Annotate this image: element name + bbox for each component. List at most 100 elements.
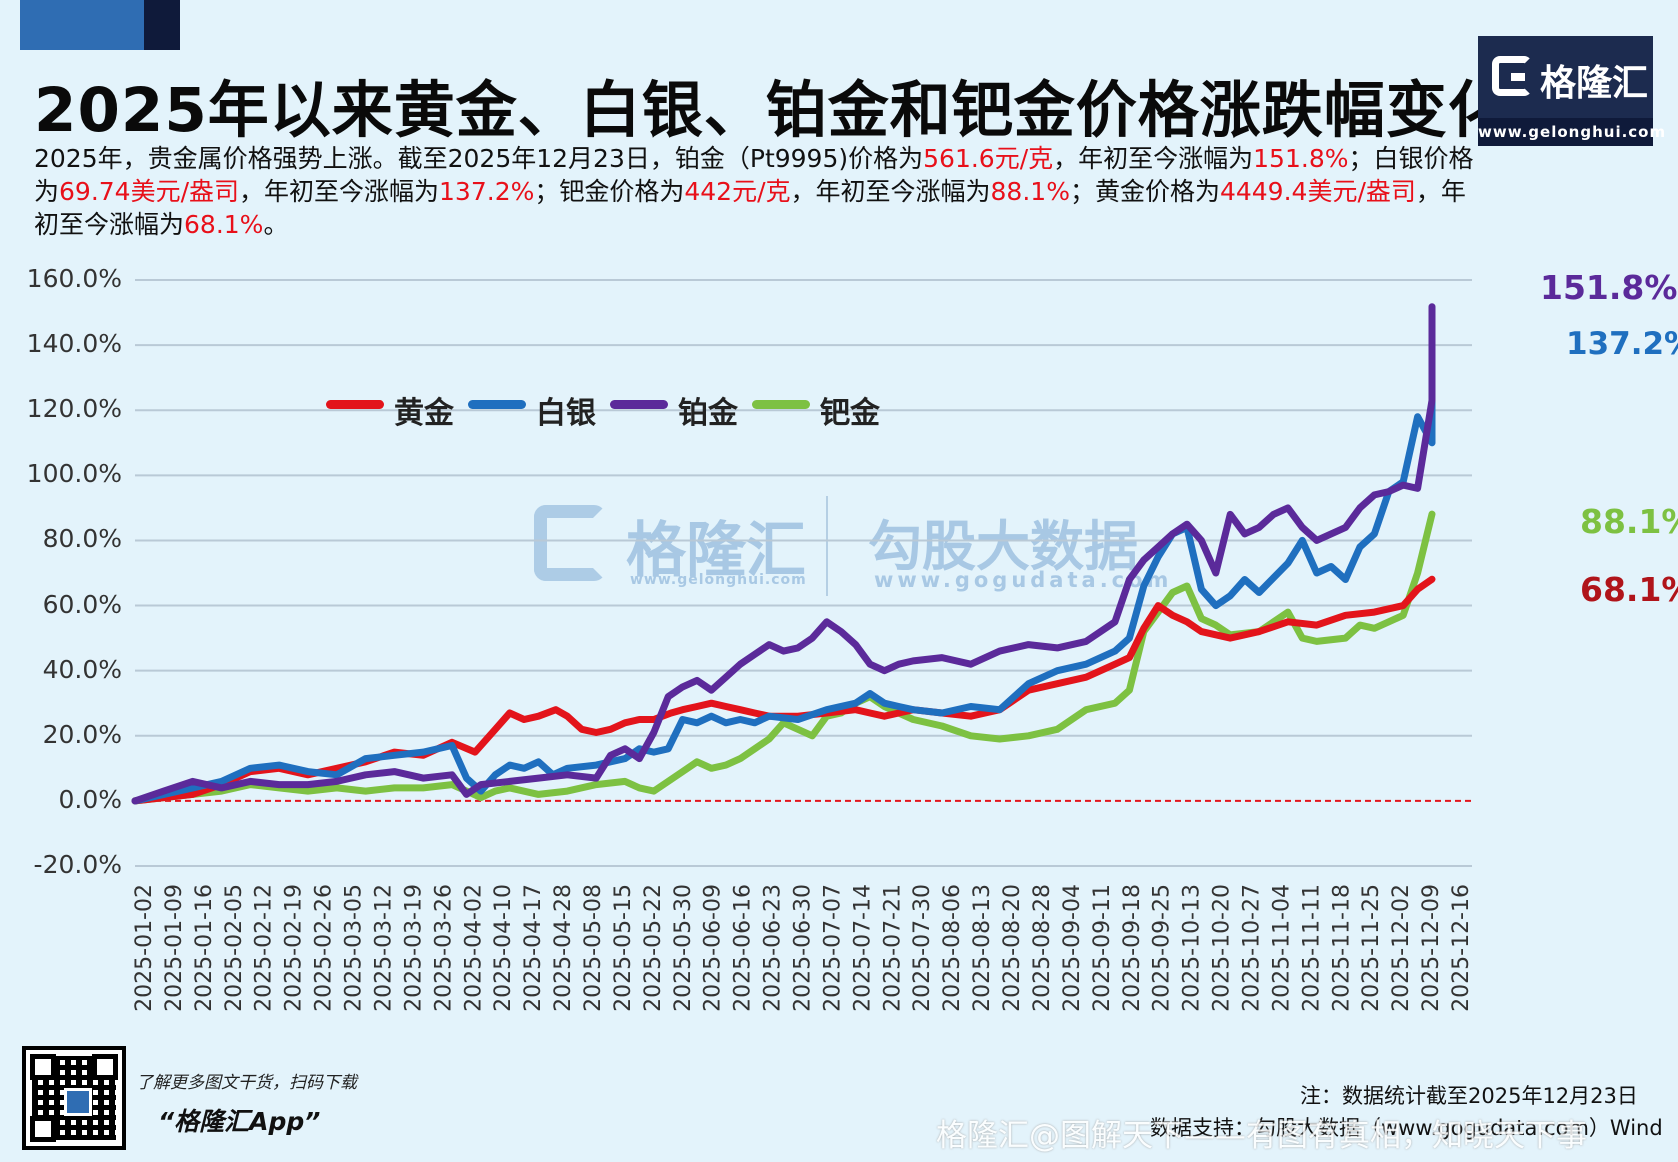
x-tick-label: 2025-09-11 [1090,884,1115,1012]
x-tick-label: 2025-09-25 [1150,884,1175,1012]
end-label-silver: 137.2% [1566,326,1678,362]
description-highlight: 4449.4美元/盎司 [1219,177,1416,206]
description-highlight: 137.2% [439,177,535,206]
watermark-partner: 勾股大数据 [868,515,1138,578]
x-tick-label: 2025-02-19 [282,884,307,1012]
x-tick-label: 2025-03-05 [342,884,367,1012]
legend-label-palladium: 钯金 [820,396,880,431]
brand-logo-text: 格隆汇 [1540,63,1649,104]
data-source: 数据支持：勾股大数据（www.gogudata.com）Wind [1150,1116,1663,1140]
description-text: ；钯金价格为 [534,177,685,206]
y-tick-label: 60.0% [42,589,122,619]
x-tick-label: 2025-11-25 [1359,884,1384,1012]
x-tick-label: 2025-01-09 [162,884,187,1012]
description-highlight: 88.1% [990,177,1070,206]
x-tick-label: 2025-04-10 [491,884,516,1012]
x-tick-label: 2025-07-30 [910,884,935,1012]
x-tick-label: 2025-05-22 [641,884,666,1012]
description-text: ，年初至今涨幅为 [1053,144,1254,173]
legend-swatch-silver [468,400,526,409]
x-tick-label: 2025-09-04 [1060,884,1085,1012]
legend-swatch-gold [326,400,384,409]
x-tick-label: 2025-10-27 [1240,884,1265,1012]
data-note: 注：数据统计截至2025年12月23日 [1300,1084,1638,1108]
x-tick-label: 2025-02-26 [312,884,337,1012]
download-promo: 了解更多图文干货，扫码下载 [136,1073,357,1093]
legend-label-silver: 白银 [536,396,596,431]
gelonghui-logo-icon [1492,56,1532,96]
x-tick-label: 2025-06-09 [701,884,726,1012]
y-tick-label: 0.0% [58,784,122,814]
qr-logo-icon [64,1088,92,1116]
app-name: “格隆汇App” [158,1107,321,1136]
x-tick-label: 2025-07-07 [820,884,845,1012]
series-line-palladium [131,510,1436,805]
x-tick-label: 2025-11-11 [1299,884,1324,1012]
description-text: ，年初至今涨幅为 [34,177,1466,239]
x-tick-label: 2025-02-05 [222,884,247,1012]
x-tick-label: 2025-10-20 [1210,884,1235,1012]
end-label-platinum: 151.8% [1540,268,1678,307]
description-text: ；白银价格为 [34,144,1474,206]
x-tick-label: 2025-01-02 [132,884,157,1012]
top-bar-blue [20,0,144,50]
description-text: ，年初至今涨幅为 [239,177,440,206]
x-tick-label: 2025-06-23 [761,884,786,1012]
legend-swatch-platinum [610,400,668,409]
watermark-brand-url: www.gelonghui.com [630,572,807,588]
description-highlight: 151.8% [1253,144,1349,173]
x-tick-label: 2025-06-30 [791,884,816,1012]
series-line-gold [131,575,1436,805]
x-tick-label: 2025-08-28 [1030,884,1055,1012]
x-tick-label: 2025-03-19 [401,884,426,1012]
x-tick-label: 2025-11-04 [1269,884,1294,1012]
y-tick-label: 40.0% [42,654,122,684]
legend-swatch-palladium [752,400,810,409]
description-text: 。 [263,210,289,239]
x-tick-label: 2025-07-14 [850,884,875,1012]
watermark-brand: 格隆汇 [626,516,806,586]
y-tick-label: 100.0% [26,459,122,489]
qr-code[interactable] [22,1046,126,1150]
description-highlight: 561.6元/克 [923,144,1054,173]
x-tick-label: 2025-01-16 [192,884,217,1012]
description-text: ；黄金价格为 [1069,177,1220,206]
series-line-silver [131,350,1436,805]
description-paragraph: 2025年，贵金属价格强势上涨。截至2025年12月23日，铂金（Pt9995)… [34,142,1474,241]
description-text: ，年初至今涨幅为 [790,177,991,206]
y-tick-label: 80.0% [42,524,122,554]
x-tick-label: 2025-04-28 [551,884,576,1012]
description-text: 2025年，贵金属价格强势上涨。截至2025年12月23日，铂金（Pt9995)… [34,144,924,173]
legend-label-gold: 黄金 [394,396,454,431]
x-tick-label: 2025-05-08 [581,884,606,1012]
x-tick-label: 2025-12-02 [1389,884,1414,1012]
x-tick-label: 2025-11-18 [1329,884,1354,1012]
y-tick-label: 140.0% [26,329,122,359]
x-tick-label: 2025-08-13 [970,884,995,1012]
description-highlight: 442元/克 [684,177,791,206]
x-tick-label: 2025-10-13 [1180,884,1205,1012]
watermark-partner-url: www.gogudata.com [874,568,1173,592]
x-tick-label: 2025-02-12 [252,884,277,1012]
description-highlight: 69.74美元/盎司 [59,177,240,206]
y-tick-label: 120.0% [26,394,122,424]
y-tick-label: -20.0% [33,850,122,879]
x-tick-label: 2025-07-21 [880,884,905,1012]
series-line-platinum [131,303,1436,805]
end-label-palladium: 88.1% [1580,502,1678,541]
x-tick-label: 2025-03-12 [372,884,397,1012]
top-bar-navy [144,0,180,50]
x-tick-label: 2025-05-15 [611,884,636,1012]
site-watermark: 格隆汇@图解天下——有图有真相，知晓天下事 [936,1118,1587,1154]
brand-logo[interactable]: 格隆汇 www.gelonghui.com [1478,36,1665,146]
watermark-divider [826,496,828,596]
y-tick-label: 20.0% [42,719,122,749]
x-tick-label: 2025-04-02 [461,884,486,1012]
brand-logo-url: www.gelonghui.com [1478,118,1665,146]
legend-label-platinum: 铂金 [678,396,738,431]
x-tick-label: 2025-05-30 [671,884,696,1012]
x-tick-label: 2025-09-18 [1120,884,1145,1012]
x-tick-label: 2025-08-20 [1000,884,1025,1012]
description-highlight: 68.1% [184,210,264,239]
